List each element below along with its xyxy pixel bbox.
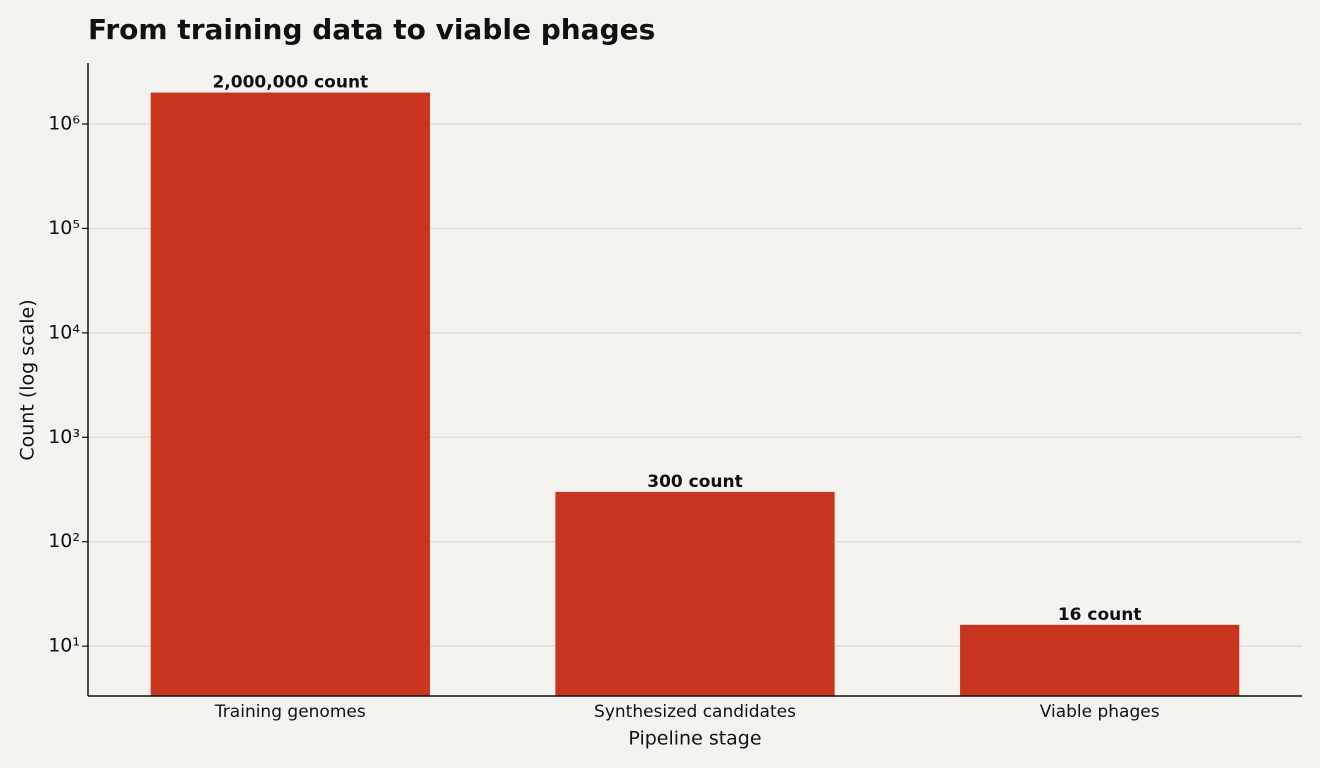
bar [960,624,1240,696]
value-label: 2,000,000 count [212,73,368,93]
y-tick-label: 10⁴ [48,321,80,343]
x-tick-label: Viable phages [1040,702,1160,722]
y-tick-label: 10⁵ [48,217,80,239]
y-tick-label: 10¹ [48,635,80,657]
x-tick-label: Training genomes [214,702,366,722]
value-label: 16 count [1058,605,1142,625]
x-tick-label: Synthesized candidates [594,702,796,722]
y-tick-label: 10⁶ [48,113,80,135]
y-tick-label: 10² [48,530,80,552]
value-label: 300 count [647,472,743,492]
bar [555,491,835,696]
bar [150,92,430,697]
chart-title: From training data to viable phages [88,13,655,46]
y-axis-label: Count (log scale) [17,299,39,460]
x-axis-label: Pipeline stage [628,728,761,750]
y-tick-label: 10³ [48,426,80,448]
